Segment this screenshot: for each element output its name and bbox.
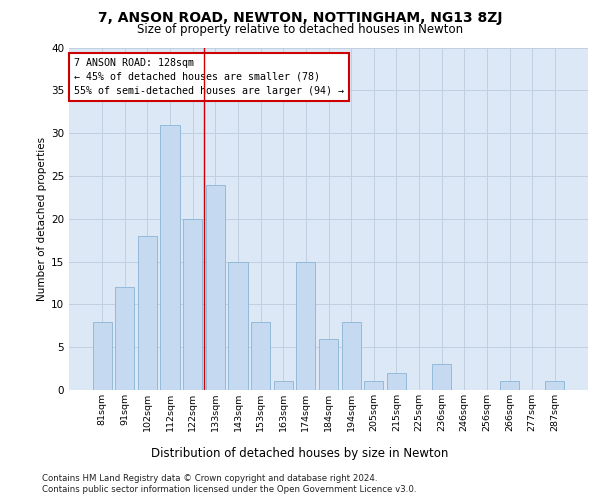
Bar xyxy=(206,184,225,390)
Bar xyxy=(115,287,134,390)
Bar xyxy=(432,364,451,390)
Bar xyxy=(319,338,338,390)
Bar xyxy=(160,124,180,390)
Text: Size of property relative to detached houses in Newton: Size of property relative to detached ho… xyxy=(137,22,463,36)
Bar xyxy=(274,382,293,390)
Bar xyxy=(92,322,112,390)
Text: Contains public sector information licensed under the Open Government Licence v3: Contains public sector information licen… xyxy=(42,485,416,494)
Bar xyxy=(364,382,383,390)
Bar xyxy=(251,322,270,390)
Text: 7, ANSON ROAD, NEWTON, NOTTINGHAM, NG13 8ZJ: 7, ANSON ROAD, NEWTON, NOTTINGHAM, NG13 … xyxy=(98,11,502,25)
Bar xyxy=(545,382,565,390)
Bar xyxy=(500,382,519,390)
Bar xyxy=(387,373,406,390)
Bar xyxy=(341,322,361,390)
Text: Contains HM Land Registry data © Crown copyright and database right 2024.: Contains HM Land Registry data © Crown c… xyxy=(42,474,377,483)
Bar xyxy=(229,262,248,390)
Text: Distribution of detached houses by size in Newton: Distribution of detached houses by size … xyxy=(151,448,449,460)
Y-axis label: Number of detached properties: Number of detached properties xyxy=(37,136,47,301)
Text: 7 ANSON ROAD: 128sqm
← 45% of detached houses are smaller (78)
55% of semi-detac: 7 ANSON ROAD: 128sqm ← 45% of detached h… xyxy=(74,58,344,96)
Bar xyxy=(183,219,202,390)
Bar xyxy=(296,262,316,390)
Bar xyxy=(138,236,157,390)
